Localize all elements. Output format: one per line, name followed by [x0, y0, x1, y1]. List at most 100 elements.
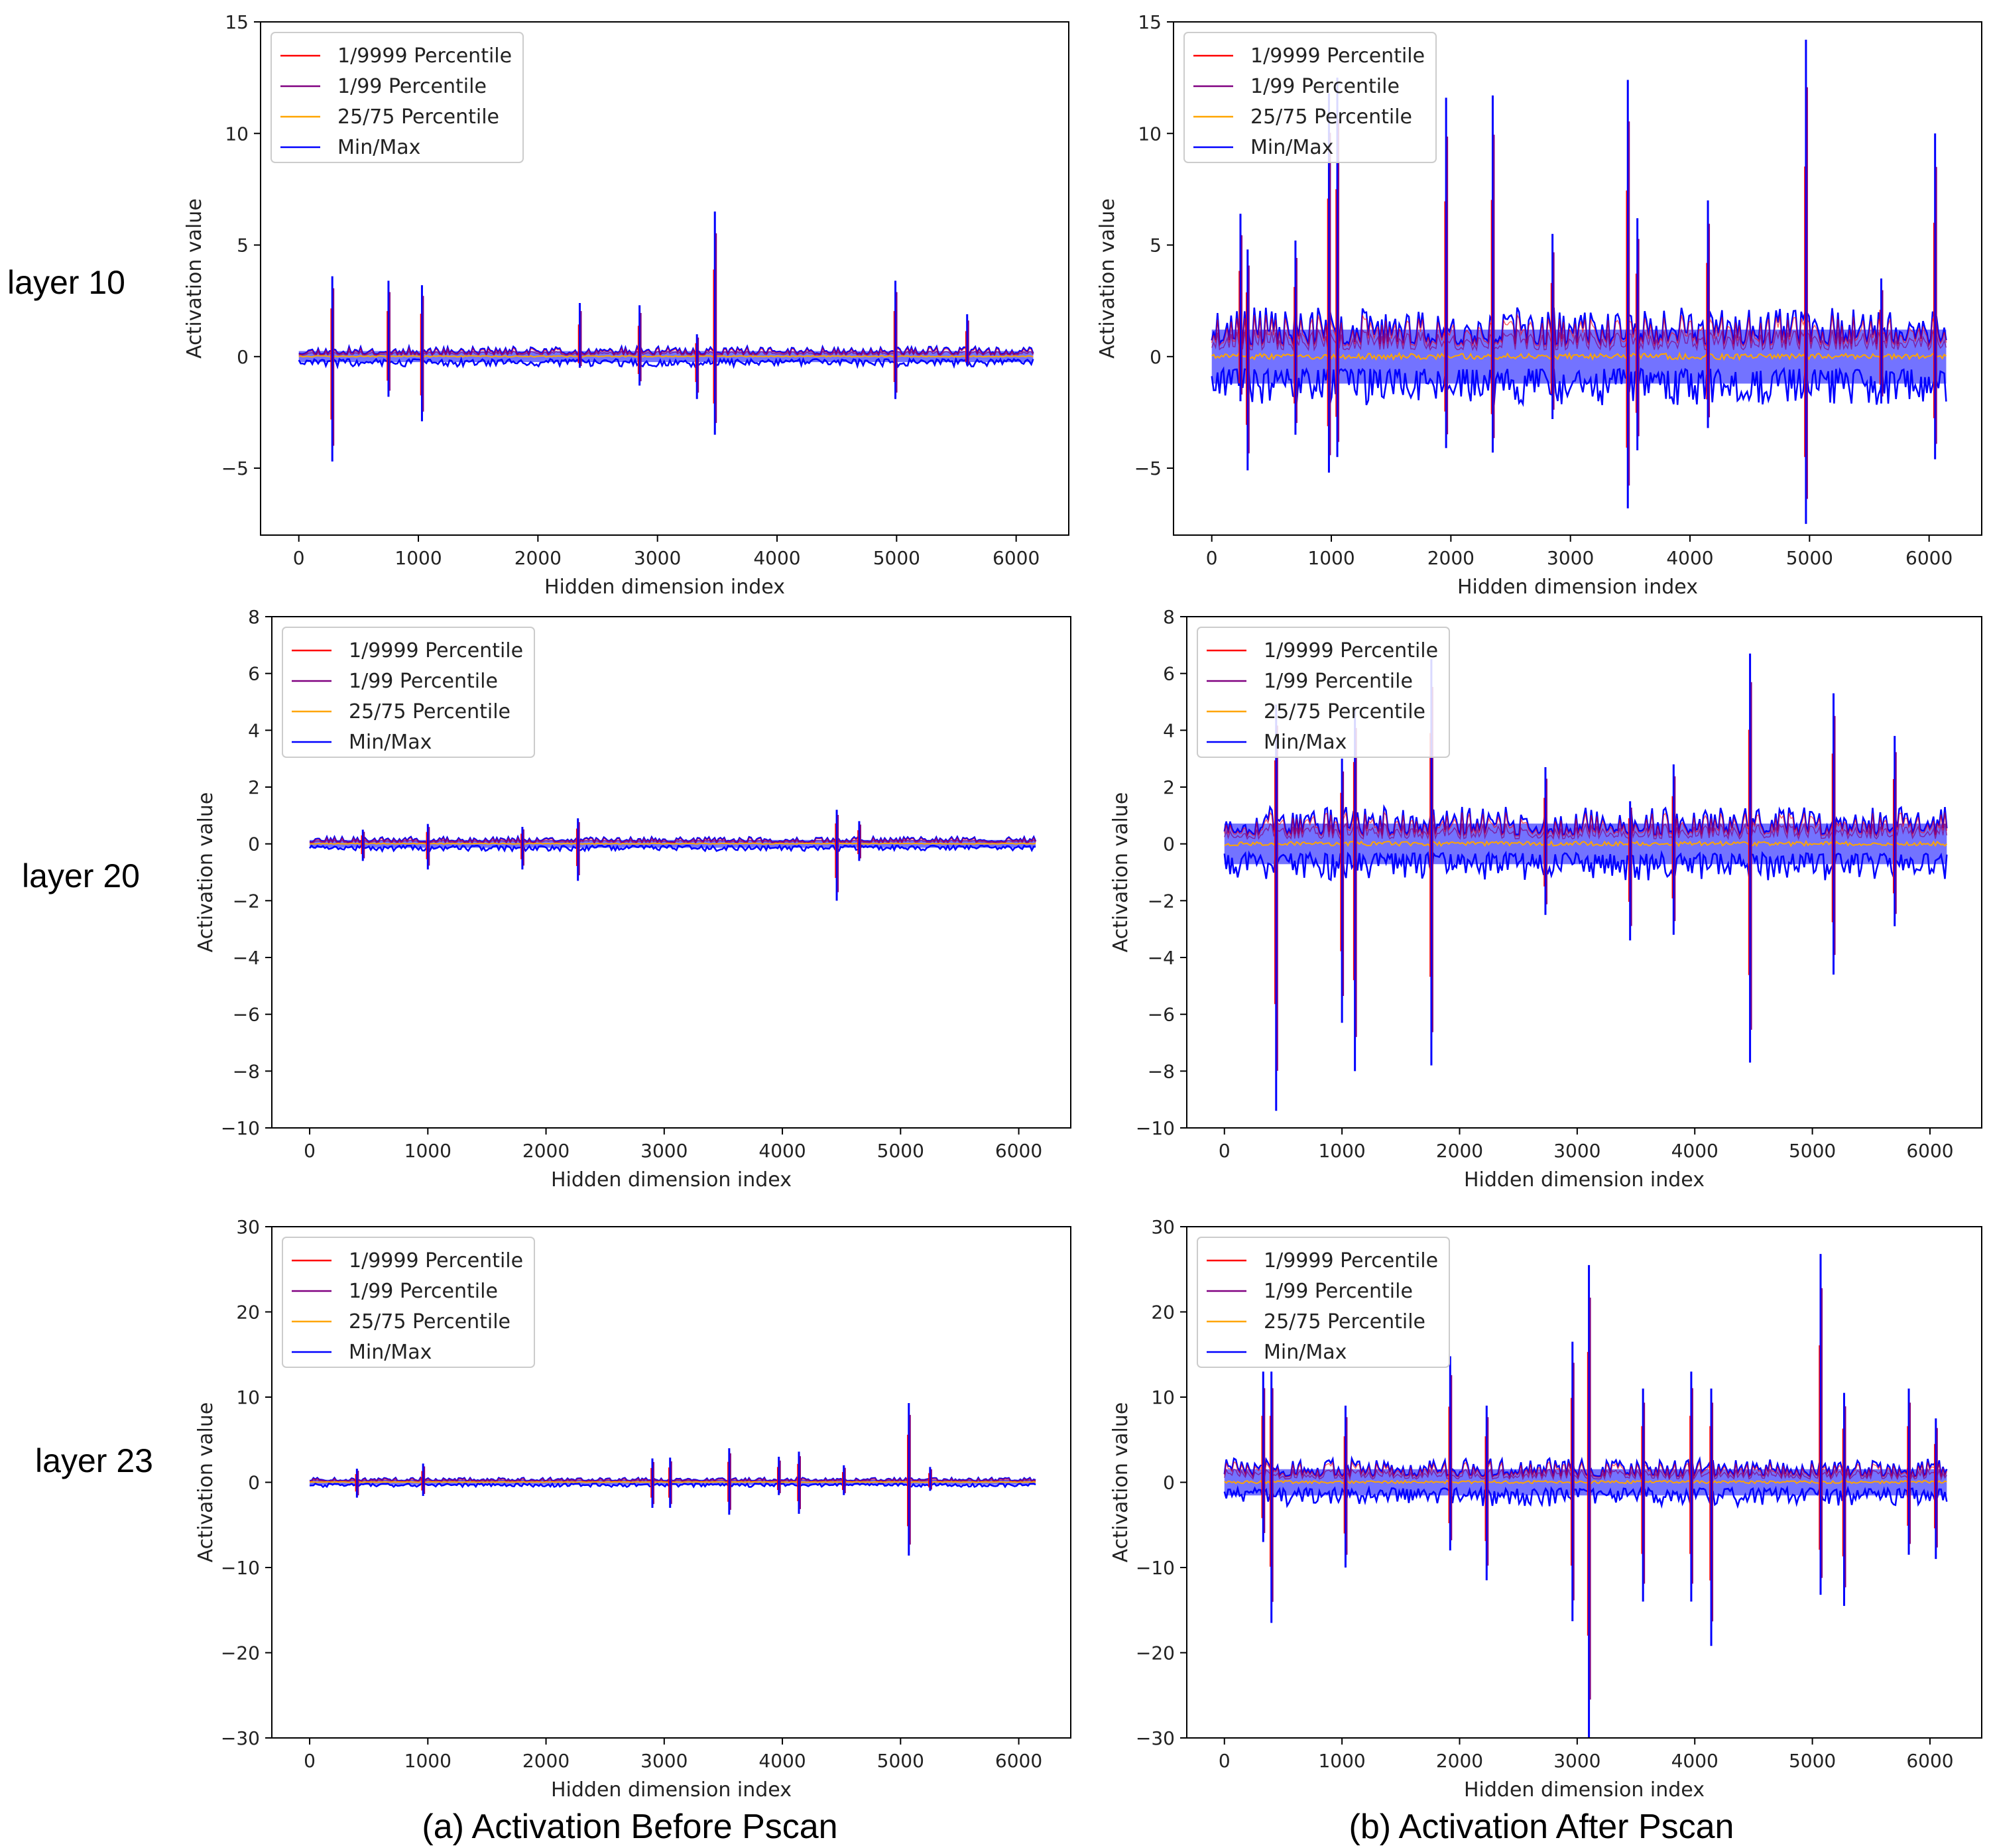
x-tick-label: 2000 [1436, 1140, 1483, 1162]
x-tick-label: 2000 [514, 547, 562, 569]
y-tick-label: −4 [1148, 947, 1175, 969]
legend-label: 1/9999 Percentile [1250, 44, 1425, 68]
y-tick-label: 0 [248, 833, 260, 855]
legend-box [282, 1237, 535, 1368]
series-p99 [309, 839, 1036, 844]
caption-after-pscan: (b) Activation After Pscan [1349, 1808, 1734, 1846]
legend-label: 25/75 Percentile [1264, 1310, 1425, 1333]
x-axis-label: Hidden dimension index [1464, 1168, 1705, 1192]
y-tick-label: 30 [236, 1216, 260, 1238]
x-tick-label: 0 [1219, 1750, 1231, 1772]
legend: 1/9999 Percentile 1/99 Percentile 25/75 Pe… [282, 1237, 535, 1368]
row-label-layer-23: layer 23 [35, 1442, 153, 1479]
legend-label: 1/9999 Percentile [1264, 1249, 1438, 1272]
legend-label: Min/Max [337, 136, 420, 159]
y-tick-label: 5 [1150, 235, 1162, 257]
x-tick-label: 3000 [640, 1140, 688, 1162]
legend-label: 1/99 Percentile [1250, 75, 1400, 98]
x-tick-label: 2000 [1436, 1750, 1483, 1772]
legend-label: 1/99 Percentile [1264, 1280, 1413, 1303]
series-group [1223, 653, 1948, 1111]
x-tick-label: 1000 [404, 1750, 452, 1772]
y-axis-label: Activation value [1109, 792, 1132, 953]
series-group [298, 212, 1034, 462]
x-tick-label: 3000 [1553, 1140, 1600, 1162]
y-tick-label: −20 [221, 1642, 260, 1664]
y-tick-label: 0 [237, 346, 249, 368]
x-axis-label: Hidden dimension index [551, 1168, 792, 1192]
y-tick-label: −2 [1148, 890, 1175, 912]
y-tick-label: 20 [236, 1302, 260, 1324]
y-tick-label: −8 [1148, 1060, 1175, 1082]
legend-box [1183, 32, 1437, 163]
series-p2575 [309, 842, 1036, 845]
series-group [1211, 39, 1947, 524]
x-tick-label: 1000 [1318, 1750, 1365, 1772]
y-tick-label: 0 [1150, 346, 1162, 368]
x-tick-label: 4000 [753, 547, 800, 569]
axes-frame [1186, 616, 1982, 1129]
y-tick-label: −5 [221, 458, 249, 479]
legend-label: 25/75 Percentile [1264, 700, 1425, 723]
legend: 1/9999 Percentile 1/99 Percentile 25/75 Pe… [1197, 1237, 1450, 1368]
x-tick-label: 5000 [1786, 547, 1833, 569]
y-tick-label: 10 [236, 1386, 260, 1408]
x-tick-label: 5000 [873, 547, 920, 569]
y-tick-label: −6 [233, 1004, 260, 1026]
series-group [309, 1402, 1036, 1556]
y-tick-label: −4 [233, 947, 260, 969]
chart-panel-3: 0 1000 2000 3000 4000 5000 6000 −10 −8 −6 −4 −2 0 2 4 6… [194, 606, 1071, 1192]
row-label-layer-20: layer 20 [22, 857, 140, 894]
legend-box [271, 32, 524, 163]
y-tick-label: 10 [225, 123, 249, 145]
y-tick-label: 8 [1163, 606, 1175, 628]
x-tick-label: 6000 [1906, 1140, 1953, 1162]
x-tick-label: 0 [1219, 1140, 1231, 1162]
y-tick-label: −6 [1148, 1004, 1175, 1026]
legend-box [1197, 1237, 1450, 1368]
y-tick-label: 2 [1163, 776, 1175, 798]
x-tick-label: 0 [304, 1750, 316, 1772]
y-tick-label: 15 [225, 11, 249, 33]
legend: 1/9999 Percentile 1/99 Percentile 25/75 Pe… [271, 32, 524, 163]
chart-panel-4: 0 1000 2000 3000 4000 5000 6000 −10 −8 −6 −4 −2 0 2 4 6… [1109, 606, 1982, 1192]
y-tick-label: 20 [1151, 1302, 1175, 1324]
y-axis-label: Activation value [194, 792, 217, 953]
legend-label: 1/99 Percentile [337, 75, 487, 98]
y-tick-label: −8 [233, 1060, 260, 1082]
x-tick-label: 3000 [640, 1750, 688, 1772]
y-tick-label: 4 [248, 719, 260, 741]
legend-label: 1/9999 Percentile [1264, 639, 1438, 662]
series-minmax-lower [309, 1482, 1036, 1489]
series-p2575 [1211, 351, 1947, 361]
legend: 1/9999 Percentile 1/99 Percentile 25/75 Pe… [282, 627, 535, 758]
x-tick-label: 5000 [877, 1750, 924, 1772]
y-tick-label: 6 [248, 663, 260, 685]
x-axis-label: Hidden dimension index [551, 1778, 792, 1802]
chart-panel-1: 0 1000 2000 3000 4000 5000 6000 −5 0 5 10 15 Hidden … [183, 11, 1069, 599]
x-tick-label: 6000 [995, 1750, 1042, 1772]
legend: 1/9999 Percentile 1/99 Percentile 25/75 Pe… [1183, 32, 1437, 163]
series-minmax-upper [1211, 307, 1947, 348]
x-tick-label: 6000 [993, 547, 1040, 569]
x-tick-label: 0 [304, 1140, 316, 1162]
y-tick-label: 0 [1163, 1472, 1175, 1494]
series-minmax-lower [1211, 366, 1947, 407]
y-axis-label: Activation value [1096, 198, 1119, 359]
x-tick-label: 1000 [394, 547, 442, 569]
y-tick-label: −20 [1136, 1642, 1175, 1664]
x-tick-label: 6000 [1906, 1750, 1953, 1772]
series-p9999 [1211, 313, 1947, 348]
series-p99 [1211, 328, 1947, 352]
y-tick-label: 8 [248, 606, 260, 628]
y-tick-label: −30 [1136, 1727, 1175, 1749]
x-tick-label: 2000 [522, 1140, 570, 1162]
y-tick-label: −10 [221, 1117, 260, 1139]
y-tick-label: 4 [1163, 719, 1175, 741]
x-tick-label: 0 [293, 547, 305, 569]
y-tick-label: −10 [221, 1557, 260, 1579]
y-tick-label: 2 [248, 776, 260, 798]
axes-frame [271, 616, 1071, 1129]
y-tick-label: 0 [248, 1472, 260, 1494]
y-tick-label: 10 [1151, 1386, 1175, 1408]
